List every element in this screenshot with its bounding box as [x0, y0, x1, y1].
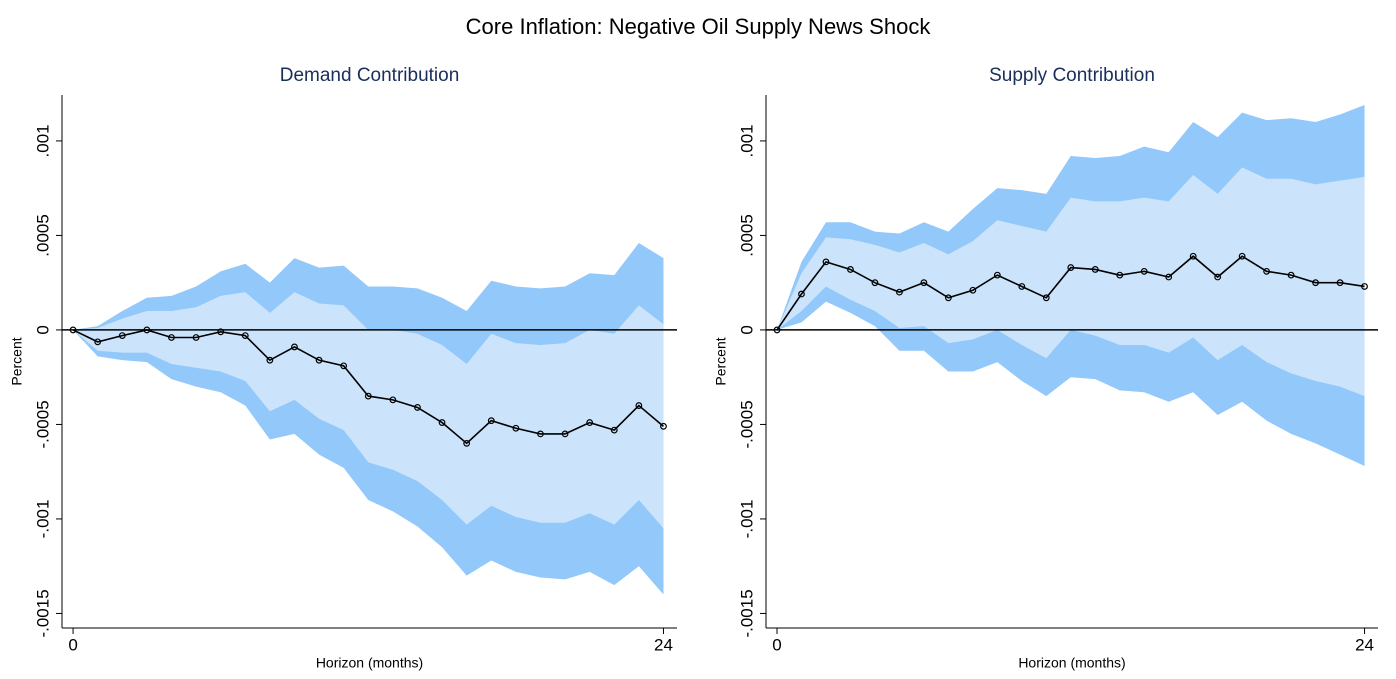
point [1361, 283, 1368, 290]
point [847, 266, 854, 273]
x-tick-label: 0 [772, 635, 781, 654]
y-tick-label: -.0005 [737, 400, 756, 448]
point [660, 422, 667, 430]
point [438, 419, 446, 426]
point [487, 417, 495, 425]
point [896, 288, 903, 296]
point [168, 334, 175, 341]
point [315, 356, 323, 364]
point [537, 430, 544, 438]
response-line [776, 255, 1365, 331]
point [192, 334, 200, 341]
point [1067, 264, 1075, 271]
point [94, 338, 102, 346]
point [69, 326, 77, 334]
y-tick-label: .0005 [33, 214, 52, 257]
confidence-band [73, 292, 664, 529]
point [1042, 294, 1050, 302]
point [217, 328, 225, 336]
point [586, 419, 594, 426]
point [920, 279, 928, 287]
point [1214, 273, 1222, 281]
y-tick-label: -.0005 [33, 400, 52, 448]
point [512, 424, 520, 432]
x-axis-label: Horizon (months) [1018, 655, 1125, 671]
point [241, 332, 249, 340]
panel-title: Supply Contribution [989, 65, 1155, 86]
point [993, 271, 1001, 279]
y-tick-label: 0 [33, 325, 52, 334]
point [1091, 266, 1099, 273]
point [1238, 252, 1246, 260]
y-tick-label: .001 [33, 124, 52, 157]
point [561, 430, 569, 438]
y-tick-label: -.0015 [737, 589, 756, 637]
point [969, 286, 977, 294]
point [1116, 271, 1124, 279]
point [291, 343, 298, 351]
point [1287, 271, 1295, 279]
response-line [72, 329, 664, 445]
point [871, 279, 879, 287]
point [143, 326, 151, 334]
point [118, 332, 126, 340]
y-tick-label: -.001 [737, 500, 756, 539]
point [340, 362, 348, 370]
x-tick-label: 0 [68, 635, 77, 654]
point [1165, 273, 1173, 281]
point [944, 294, 952, 302]
point [635, 402, 643, 409]
point [610, 426, 618, 434]
point [1189, 252, 1197, 260]
point [1336, 279, 1344, 287]
x-tick-label: 24 [1355, 635, 1374, 654]
y-axis-label: Percent [9, 337, 25, 385]
point [1263, 267, 1271, 275]
point [463, 439, 471, 447]
point [266, 356, 274, 364]
y-tick-label: .0005 [737, 214, 756, 257]
point [389, 396, 397, 404]
point [1312, 279, 1319, 287]
point [822, 258, 830, 266]
point [798, 290, 805, 298]
point [773, 326, 781, 334]
x-axis-label: Horizon (months) [316, 655, 423, 671]
x-tick-label: 24 [654, 635, 673, 654]
suptitle: Core Inflation: Negative Oil Supply News… [466, 14, 932, 39]
point [1018, 283, 1026, 290]
y-tick-label: -.0015 [33, 589, 52, 637]
panel-title: Demand Contribution [280, 65, 460, 86]
y-tick-label: .001 [737, 124, 756, 157]
confidence-band [777, 167, 1365, 397]
point [414, 404, 421, 411]
point [364, 392, 372, 400]
point [1140, 267, 1148, 275]
y-axis-label: Percent [713, 337, 729, 385]
y-tick-label: -.001 [33, 500, 52, 539]
y-tick-label: 0 [737, 325, 756, 334]
